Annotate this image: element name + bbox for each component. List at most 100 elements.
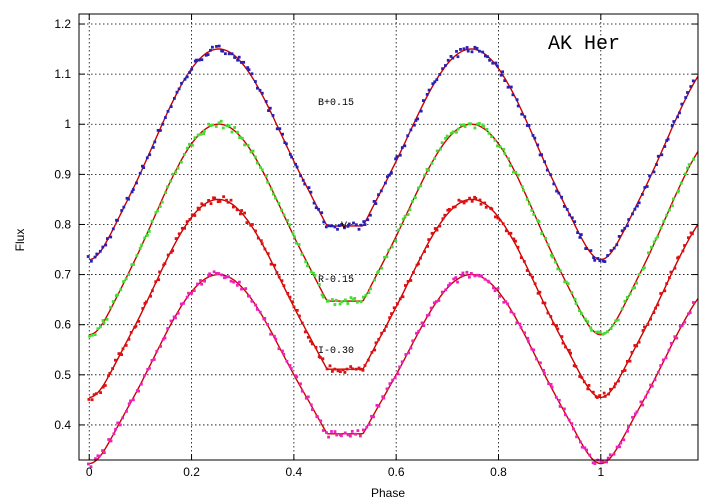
x-tick-label: 0 (86, 465, 93, 479)
data-point (200, 282, 203, 286)
data-point (522, 188, 525, 192)
y-tick-label: 0.4 (54, 418, 71, 432)
data-point (522, 260, 526, 263)
data-point (614, 382, 617, 386)
data-point (227, 124, 231, 128)
data-point (484, 54, 487, 58)
data-point (449, 131, 453, 135)
data-point (235, 283, 239, 287)
data-point (535, 357, 538, 361)
data-point (333, 367, 337, 371)
data-point (639, 400, 643, 404)
data-point (649, 317, 652, 321)
data-point (350, 430, 354, 433)
data-point (404, 284, 407, 287)
data-point (90, 333, 94, 337)
data-point (414, 119, 418, 122)
data-point (155, 349, 159, 353)
data-point (479, 202, 483, 206)
data-point (551, 255, 554, 259)
data-point (349, 296, 353, 299)
data-point (254, 229, 257, 233)
data-point (131, 188, 135, 191)
data-point (94, 457, 97, 460)
data-point (150, 219, 154, 223)
data-point (307, 186, 311, 189)
y-tick-label: 0.9 (54, 167, 71, 181)
data-point (659, 364, 663, 367)
data-point (681, 249, 685, 253)
data-point (444, 288, 448, 292)
data-point (417, 262, 420, 266)
data-point (435, 300, 438, 303)
data-point (266, 180, 269, 184)
data-point (122, 205, 126, 209)
data-point (491, 61, 495, 65)
data-point (233, 56, 236, 59)
data-point (372, 415, 375, 419)
data-point (250, 299, 254, 303)
data-point (525, 124, 529, 127)
data-point (512, 170, 515, 174)
data-point (683, 244, 686, 247)
data-point (659, 292, 663, 295)
data-point (269, 262, 273, 266)
data-point (630, 350, 634, 354)
y-axis-label: Flux (13, 229, 27, 252)
data-point (161, 337, 165, 341)
data-point (300, 252, 304, 256)
data-point (540, 153, 543, 157)
data-point (200, 58, 204, 62)
data-point (200, 202, 204, 206)
data-point (137, 389, 140, 393)
data-point (202, 132, 205, 136)
data-point (306, 264, 309, 268)
data-point (232, 280, 236, 284)
data-point (203, 203, 206, 207)
data-point (240, 209, 243, 212)
data-point (146, 367, 150, 371)
data-point (106, 237, 109, 240)
data-point (333, 225, 337, 229)
data-point (446, 208, 450, 212)
data-point (652, 170, 656, 174)
data-point (549, 173, 553, 177)
data-point (519, 326, 523, 329)
data-point (196, 133, 200, 137)
data-point (363, 223, 367, 226)
data-point (403, 144, 407, 148)
data-point (677, 189, 680, 192)
data-point (171, 249, 175, 253)
y-tick-label: 0.6 (54, 318, 71, 332)
data-point (599, 460, 603, 464)
data-point (618, 445, 622, 449)
data-point (576, 231, 579, 234)
data-point (354, 432, 357, 436)
data-point (267, 109, 270, 112)
data-point (343, 226, 346, 230)
data-point (193, 214, 197, 217)
data-point (310, 342, 314, 346)
data-point (383, 329, 386, 332)
data-point (357, 227, 361, 231)
data-point (543, 371, 546, 375)
data-point (426, 245, 429, 248)
data-point (117, 352, 121, 355)
data-point (631, 415, 634, 419)
data-point (256, 86, 259, 90)
data-point (188, 71, 191, 74)
data-point (680, 324, 684, 328)
data-point (692, 301, 695, 304)
data-point (516, 173, 520, 177)
data-point (531, 275, 534, 279)
data-point (217, 272, 221, 275)
data-point (686, 91, 689, 94)
data-point (628, 359, 632, 363)
data-point (673, 335, 677, 339)
data-point (532, 348, 536, 352)
data-point (496, 287, 500, 290)
data-point (601, 459, 605, 463)
data-point (251, 223, 254, 226)
data-point (199, 132, 203, 136)
data-point (239, 61, 243, 64)
